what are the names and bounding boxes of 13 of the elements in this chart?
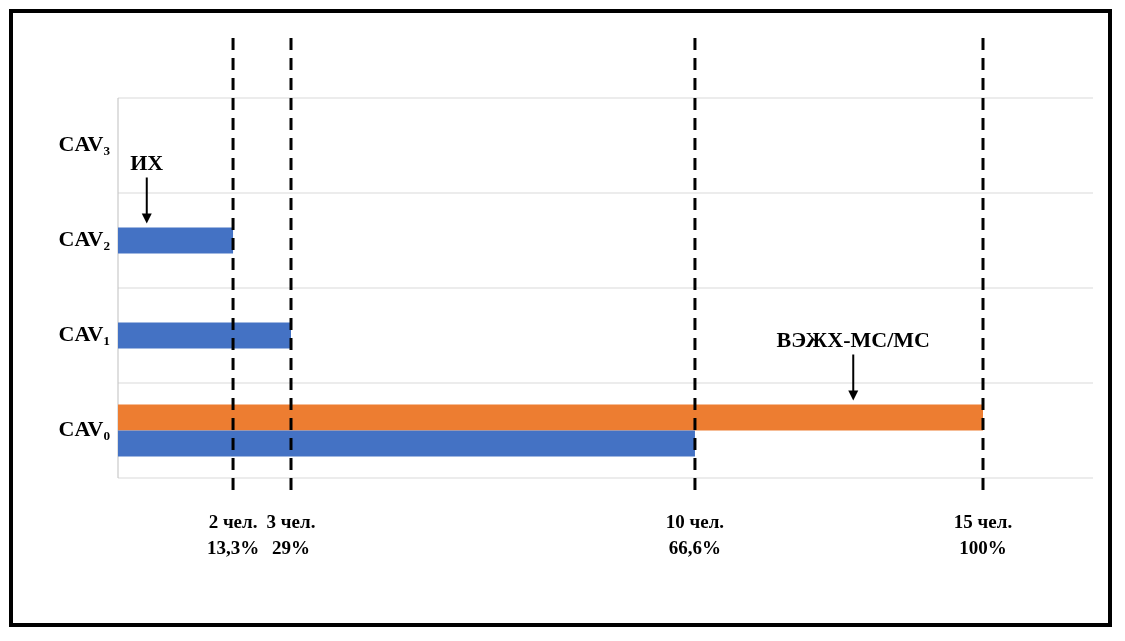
ref-line-label: 3 чел. 29% — [266, 511, 316, 558]
bar — [118, 227, 234, 254]
y-tick-label: CAV₀ — [58, 415, 111, 441]
bar — [118, 404, 983, 431]
text: ИХ — [130, 149, 164, 175]
ref-line-label: 15 чел. 100% — [953, 511, 1013, 558]
y-tick-label: CAV₁ — [58, 320, 110, 346]
ref-line-label: 2 чел. 13,3% — [206, 511, 260, 558]
ref-line-label: 10 чел. 66,6% — [665, 511, 725, 558]
text: ВЭЖХ-МС/МС — [776, 326, 930, 352]
bar — [118, 430, 695, 457]
y-tick-label: CAV₂ — [58, 225, 111, 251]
y-tick-label: CAV₃ — [58, 130, 111, 156]
